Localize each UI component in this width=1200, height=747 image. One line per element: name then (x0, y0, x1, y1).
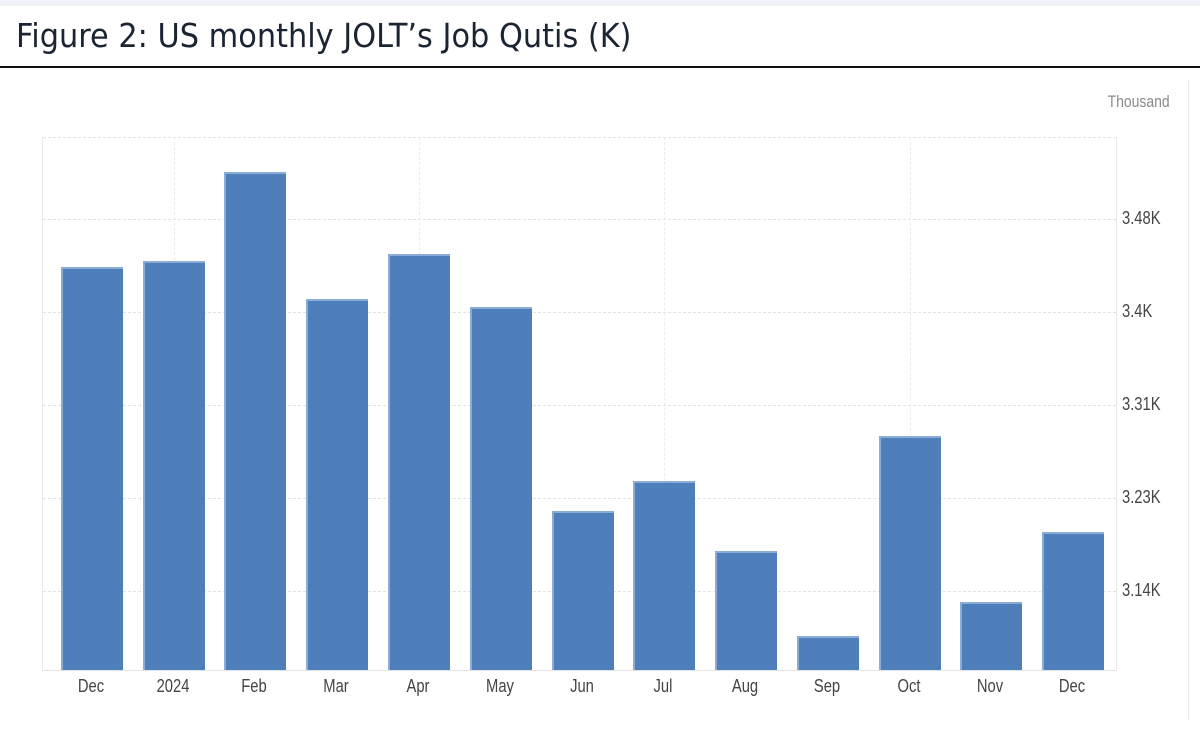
x-tick-label: Dec (77, 676, 104, 696)
bar-mar-3[interactable] (306, 298, 369, 671)
x-axis-line (42, 670, 1116, 671)
gridline-horizontal (43, 137, 1116, 138)
frame-border (1188, 80, 1189, 720)
bar-may-5[interactable] (469, 306, 532, 671)
y-tick-label: 3.31K (1122, 394, 1161, 415)
x-tick-label: Jun (569, 676, 594, 696)
gridline-horizontal (43, 498, 1116, 500)
y-tick-label: 3.14K (1122, 580, 1161, 601)
bar-feb-2[interactable] (224, 172, 287, 671)
x-tick-label: Jul (653, 676, 673, 696)
bar-sep-9[interactable] (796, 635, 859, 671)
gridline-vertical (664, 137, 666, 671)
gridline-horizontal (43, 312, 1116, 314)
x-tick-label: Apr (406, 676, 430, 696)
x-tick-label: Oct (897, 676, 921, 696)
bar-jun-6[interactable] (551, 511, 614, 671)
bar-nov-11[interactable] (960, 602, 1023, 671)
figure-title: Figure 2: US monthly JOLT’s Job Qutis (K… (16, 16, 632, 55)
top-strip (0, 0, 1200, 6)
gridline-vertical (909, 137, 911, 671)
plot-area (42, 137, 1117, 671)
unit-label: Thousand (1107, 92, 1170, 111)
x-tick-label: Mar (323, 676, 349, 696)
x-tick-label: Sep (813, 676, 840, 696)
y-tick-label: 3.4K (1122, 301, 1153, 322)
bar-oct-10[interactable] (878, 435, 941, 671)
bar-2024-1[interactable] (142, 260, 205, 671)
bar-aug-8[interactable] (715, 550, 778, 671)
bar-dec-12[interactable] (1042, 532, 1105, 671)
x-tick-label: May (485, 676, 514, 696)
y-tick-label: 3.23K (1122, 487, 1161, 508)
y-tick-label: 3.48K (1122, 208, 1161, 229)
x-tick-label: Aug (731, 676, 759, 696)
x-tick-label: Nov (977, 676, 1004, 696)
gridline-horizontal (43, 219, 1116, 221)
gridline-horizontal (43, 405, 1116, 407)
bar-apr-4[interactable] (387, 254, 450, 671)
bar-jul-7[interactable] (633, 480, 696, 671)
title-rule (0, 66, 1200, 68)
x-tick-label: Dec (1058, 676, 1086, 696)
x-tick-label: 2024 (156, 676, 190, 696)
x-tick-label: Feb (241, 676, 268, 696)
bar-dec-0[interactable] (60, 267, 123, 671)
